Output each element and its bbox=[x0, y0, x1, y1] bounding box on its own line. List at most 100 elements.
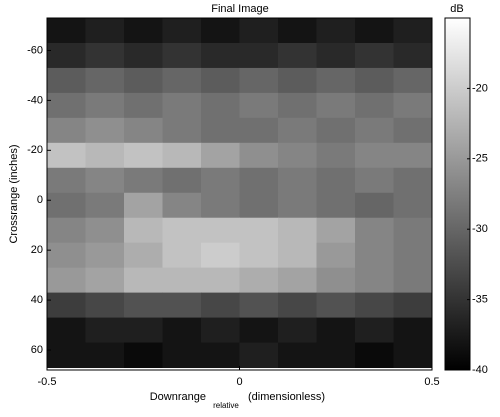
heatmap-cell bbox=[278, 18, 317, 44]
heatmap-cell bbox=[278, 267, 317, 294]
heatmap-cell bbox=[47, 342, 86, 369]
heatmap-cell bbox=[124, 242, 163, 269]
heatmap-cell bbox=[239, 67, 279, 94]
heatmap-cell bbox=[355, 142, 394, 169]
heatmap-cell bbox=[239, 192, 279, 219]
heatmap-cell bbox=[393, 242, 433, 269]
heatmap-cell bbox=[124, 92, 163, 119]
heatmap-cell bbox=[278, 342, 317, 369]
heatmap-cell bbox=[393, 267, 433, 294]
heatmap-cell bbox=[239, 92, 279, 119]
heatmap-cell bbox=[162, 117, 202, 144]
heatmap-cell bbox=[393, 117, 433, 144]
heatmap-cell bbox=[162, 342, 202, 369]
heatmap-cell bbox=[239, 167, 279, 194]
heatmap-cell bbox=[239, 142, 279, 169]
colorbar-tick-label: -25 bbox=[472, 153, 488, 165]
heatmap-cell bbox=[355, 317, 394, 344]
heatmap-cell bbox=[201, 67, 240, 94]
heatmap-cell bbox=[85, 242, 125, 269]
x-axis-label-subscript: relative bbox=[213, 401, 239, 410]
colorbar-tick-label: -20 bbox=[472, 82, 488, 94]
heatmap-cell bbox=[162, 18, 202, 44]
heatmap-cell bbox=[201, 342, 240, 369]
heatmap-cell bbox=[85, 142, 125, 169]
heatmap-cell bbox=[316, 192, 356, 219]
heatmap-cell bbox=[85, 342, 125, 369]
heatmap-cell bbox=[162, 242, 202, 269]
chart-title: Final Image bbox=[211, 3, 268, 15]
heatmap-cell bbox=[162, 217, 202, 244]
heatmap-cell bbox=[316, 317, 356, 344]
x-tick-label: -0.5 bbox=[38, 376, 57, 388]
heatmap-cell bbox=[355, 167, 394, 194]
heatmap-cell bbox=[124, 42, 163, 69]
heatmap-cell bbox=[355, 67, 394, 94]
heatmap-cell bbox=[355, 117, 394, 144]
heatmap-cell bbox=[355, 18, 394, 44]
heatmap-cell bbox=[355, 92, 394, 119]
heatmap-cell bbox=[124, 167, 163, 194]
heatmap-cell bbox=[278, 317, 317, 344]
y-tick-label: -60 bbox=[27, 44, 43, 56]
colorbar-label: dB bbox=[450, 3, 463, 15]
heatmap-cell bbox=[278, 217, 317, 244]
heatmap-cell bbox=[124, 67, 163, 94]
heatmap-cell bbox=[316, 342, 356, 369]
heatmap-cell bbox=[239, 267, 279, 294]
heatmap-cell bbox=[162, 42, 202, 69]
heatmap-cell bbox=[393, 92, 433, 119]
heatmap-cell bbox=[355, 342, 394, 369]
heatmap-cell bbox=[278, 292, 317, 319]
heatmap-cell bbox=[85, 117, 125, 144]
heatmap-cell bbox=[278, 42, 317, 69]
heatmap-cell bbox=[201, 267, 240, 294]
heatmap-cell bbox=[355, 192, 394, 219]
heatmap-cell bbox=[85, 42, 125, 69]
colorbar bbox=[444, 17, 471, 371]
heatmap-cell bbox=[85, 217, 125, 244]
heatmap-cell bbox=[85, 267, 125, 294]
heatmap-cell bbox=[316, 117, 356, 144]
heatmap-cell bbox=[278, 67, 317, 94]
x-tick-label: 0 bbox=[236, 376, 242, 388]
heatmap-cell bbox=[355, 242, 394, 269]
heatmap-cell bbox=[316, 92, 356, 119]
heatmap-cell bbox=[47, 167, 86, 194]
heatmap-cell bbox=[47, 217, 86, 244]
heatmap-cell bbox=[47, 18, 86, 44]
x-tick-label: 0.5 bbox=[424, 376, 439, 388]
heatmap-cell bbox=[393, 292, 433, 319]
heatmap-cell bbox=[201, 92, 240, 119]
heatmap-cell bbox=[239, 117, 279, 144]
heatmap-cell bbox=[239, 242, 279, 269]
colorbar-tick-label: -30 bbox=[472, 223, 488, 235]
heatmap-cell bbox=[47, 142, 86, 169]
heatmap-cell bbox=[393, 67, 433, 94]
heatmap-cell bbox=[393, 142, 433, 169]
heatmap-cell bbox=[316, 292, 356, 319]
heatmap-cell bbox=[393, 342, 433, 369]
heatmap-cell bbox=[47, 117, 86, 144]
y-tick-label: -40 bbox=[27, 94, 43, 106]
heatmap-cell bbox=[47, 242, 86, 269]
heatmap-cell bbox=[85, 67, 125, 94]
heatmap-cell bbox=[393, 317, 433, 344]
heatmap-cell bbox=[201, 142, 240, 169]
heatmap-cell bbox=[201, 292, 240, 319]
heatmap-cell bbox=[278, 92, 317, 119]
heatmap-cell bbox=[201, 42, 240, 69]
heatmap-cell bbox=[278, 242, 317, 269]
heatmap-cell bbox=[47, 67, 86, 94]
heatmap-cell bbox=[239, 292, 279, 319]
heatmap-cell bbox=[85, 292, 125, 319]
colorbar-tick-label: -35 bbox=[472, 294, 488, 306]
heatmap-cell bbox=[393, 192, 433, 219]
heatmap-cell bbox=[316, 217, 356, 244]
heatmap-cell bbox=[316, 18, 356, 44]
y-tick-label: 40 bbox=[31, 294, 43, 306]
heatmap-cell bbox=[201, 117, 240, 144]
heatmap-cell bbox=[239, 342, 279, 369]
heatmap-cell bbox=[162, 142, 202, 169]
heatmap-cell bbox=[47, 92, 86, 119]
